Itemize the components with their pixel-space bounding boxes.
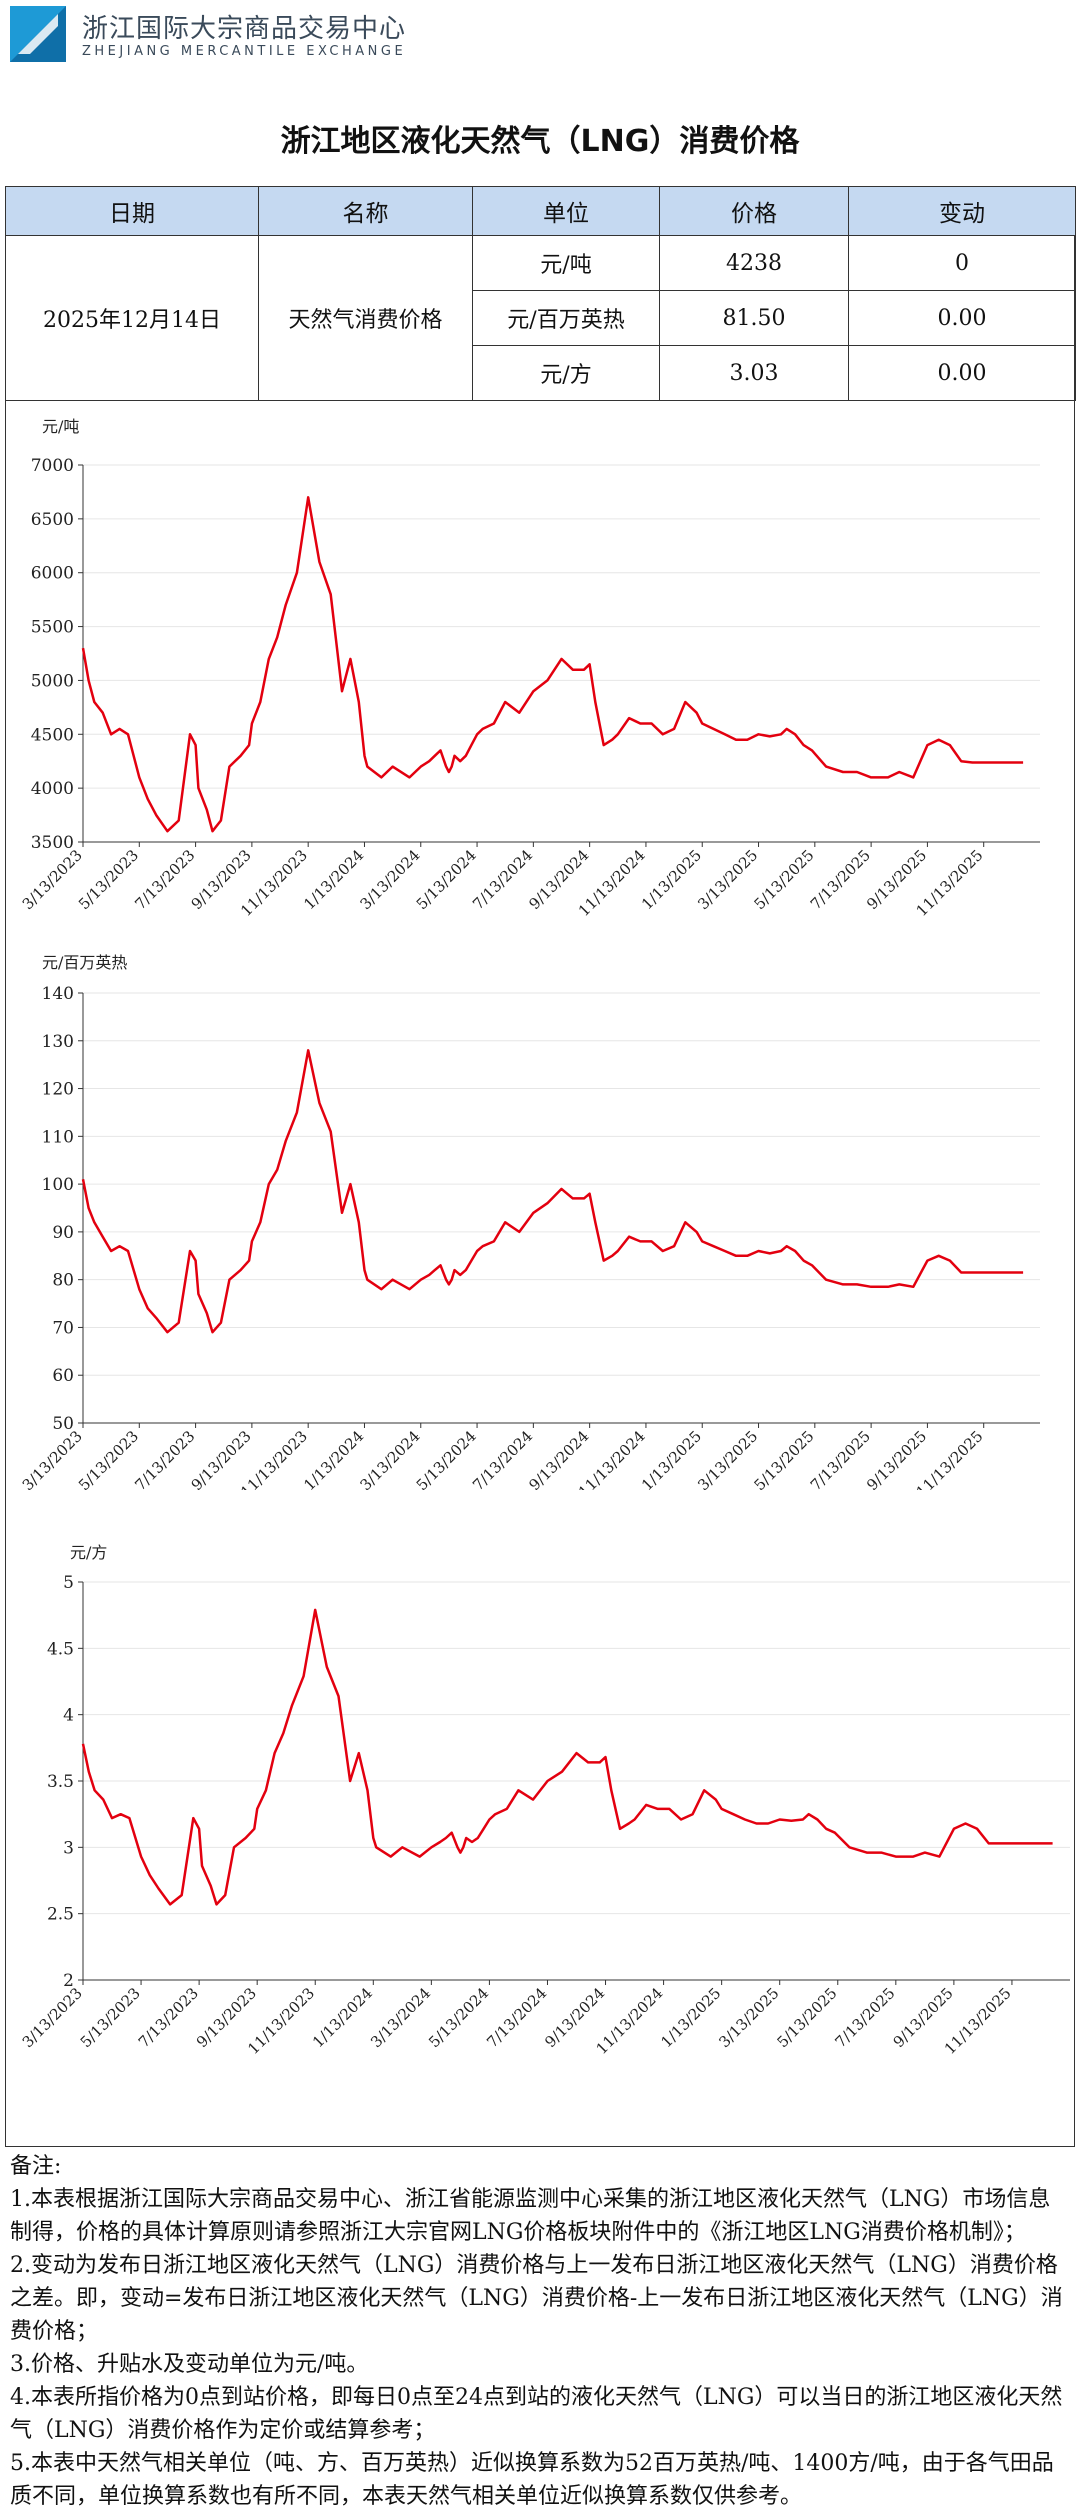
x-tick-label: 7/13/2023	[135, 1984, 202, 2051]
price-chart-cubic: 元/方22.533.544.553/13/20235/13/20237/13/2…	[19, 1543, 1070, 2058]
y-tick-label: 140	[42, 984, 74, 1004]
y-tick-label: 5000	[31, 671, 74, 691]
unit-cell: 元/方	[472, 345, 660, 401]
series-line	[81, 496, 1024, 833]
x-tick-label: 5/13/2024	[425, 1984, 492, 2051]
x-tick-label: 1/13/2025	[657, 1984, 724, 2051]
x-tick-label: 3/13/2024	[367, 1984, 434, 2051]
x-tick-label: 1/13/2024	[309, 1984, 376, 2051]
price-table: 日期 名称 单位 价格 变动 2025年12月14日 天然气消费价格 元/吨 4…	[5, 186, 1076, 401]
table-row: 元/百万英热 81.50 0.00	[6, 290, 1076, 346]
x-tick-label: 5/13/2024	[413, 846, 480, 913]
y-tick-label: 5	[63, 1573, 74, 1593]
y-tick-label: 130	[42, 1032, 74, 1052]
header-name: 名称	[258, 186, 473, 236]
y-tick-label: 2	[63, 1971, 74, 1991]
y-tick-label: 100	[42, 1175, 74, 1195]
x-tick-label: 5/13/2025	[773, 1984, 840, 2051]
header-price: 价格	[659, 186, 849, 236]
x-tick-label: 7/13/2025	[832, 1984, 899, 2051]
change-cell: 0.00	[848, 290, 1076, 346]
header-date: 日期	[5, 186, 259, 236]
y-tick-label: 70	[52, 1318, 74, 1338]
x-tick-label: 7/13/2025	[807, 846, 874, 913]
x-tick-label: 3/13/2025	[694, 846, 761, 913]
y-axis-label: 元/方	[70, 1543, 107, 1562]
y-tick-label: 4	[63, 1706, 74, 1726]
price-chart-ton: 元/吨 3500 4000 4500 5000 5500 6000 6500 7000 3/13/…	[19, 417, 1040, 920]
change-cell: 0.00	[848, 345, 1076, 401]
y-tick-label: 6000	[31, 564, 74, 584]
unit-cell: 元/百万英热	[472, 290, 660, 346]
price-cell: 4238	[659, 235, 849, 291]
y-axis-label: 元/吨	[42, 417, 79, 436]
y-tick-label: 6500	[31, 510, 74, 530]
x-tick-label: 5/13/2023	[75, 846, 142, 913]
note-item: 3.价格、升贴水及变动单位为元/吨。	[10, 2352, 369, 2377]
series-line	[81, 1049, 1024, 1334]
y-tick-label: 4.5	[47, 1639, 74, 1659]
price-cell: 3.03	[659, 345, 849, 401]
y-tick-label: 3	[63, 1838, 74, 1858]
exchange-logo-icon	[10, 6, 66, 62]
y-tick-label: 80	[52, 1271, 74, 1291]
y-axis-label: 元/百万英热	[42, 953, 127, 972]
y-tick-label: 60	[52, 1366, 74, 1386]
header-change: 变动	[848, 186, 1076, 236]
date-cell: 2025年12月14日	[5, 235, 259, 401]
y-tick-label: 110	[42, 1127, 74, 1147]
y-tick-label: 3500	[31, 833, 74, 853]
note-item: 1.本表根据浙江国际大宗商品交易中心、浙江省能源监测中心采集的浙江地区液化天然气…	[10, 2187, 1051, 2245]
note-item: 5.本表中天然气相关单位（吨、方、百万英热）近似换算系数为52百万英热/吨、14…	[10, 2451, 1054, 2509]
x-tick-label: 1/13/2024	[300, 846, 367, 913]
notes-heading: 备注:	[10, 2154, 62, 2179]
y-tick-label: 7000	[31, 456, 74, 476]
price-chart-mmbtu: 元/百万英热50607080901001101201301403/13/2023…	[19, 953, 1040, 1490]
y-tick-label: 2.5	[47, 1905, 74, 1925]
name-cell: 天然气消费价格	[258, 235, 473, 401]
org-name-cn: 浙江国际大宗商品交易中心	[82, 14, 407, 44]
table-row: 2025年12月14日 天然气消费价格 元/吨 4238 0	[5, 235, 1076, 401]
x-tick-label: 1/13/2025	[638, 846, 705, 913]
org-name-en: ZHEJIANG MERCANTILE EXCHANGE	[82, 44, 407, 59]
y-tick-label: 50	[52, 1414, 74, 1434]
price-cell: 81.50	[659, 290, 849, 346]
header-unit: 单位	[472, 186, 660, 236]
unit-cell: 元/吨	[472, 235, 660, 291]
x-tick-label: 3/13/2024	[356, 846, 423, 913]
x-tick-label: 3/13/2023	[19, 846, 86, 913]
note-item: 2.变动为发布日浙江地区液化天然气（LNG）消费价格与上一发布日浙江地区液化天然…	[10, 2253, 1063, 2344]
y-tick-label: 4000	[31, 779, 74, 799]
x-tick-label: 5/13/2025	[751, 846, 818, 913]
notes-section: 备注: 1.本表根据浙江国际大宗商品交易中心、浙江省能源监测中心采集的浙江地区液…	[10, 2150, 1070, 2513]
page-title: 浙江地区液化天然气（LNG）消费价格	[280, 124, 800, 159]
y-tick-label: 4500	[31, 725, 74, 745]
y-tick-label: 120	[42, 1080, 74, 1100]
note-item: 4.本表所指价格为0点到站价格，即每日0点至24点到站的液化天然气（LNG）可以…	[10, 2385, 1063, 2443]
x-tick-label: 3/13/2025	[715, 1984, 782, 2051]
y-tick-label: 3.5	[47, 1772, 74, 1792]
y-tick-label: 5500	[31, 618, 74, 638]
table-row: 元/方 3.03 0.00	[6, 345, 1076, 401]
x-tick-label: 3/13/2023	[19, 1984, 86, 2051]
x-tick-label: 7/13/2024	[483, 1984, 550, 2051]
x-tick-label: 7/13/2023	[131, 846, 198, 913]
x-tick-label: 7/13/2024	[469, 846, 536, 913]
x-tick-label: 5/13/2023	[77, 1984, 144, 2051]
change-cell: 0	[848, 235, 1076, 291]
series-line	[81, 1608, 1053, 1906]
y-tick-label: 90	[52, 1223, 74, 1243]
table-header-row: 日期 名称 单位 价格 变动	[5, 186, 1076, 236]
